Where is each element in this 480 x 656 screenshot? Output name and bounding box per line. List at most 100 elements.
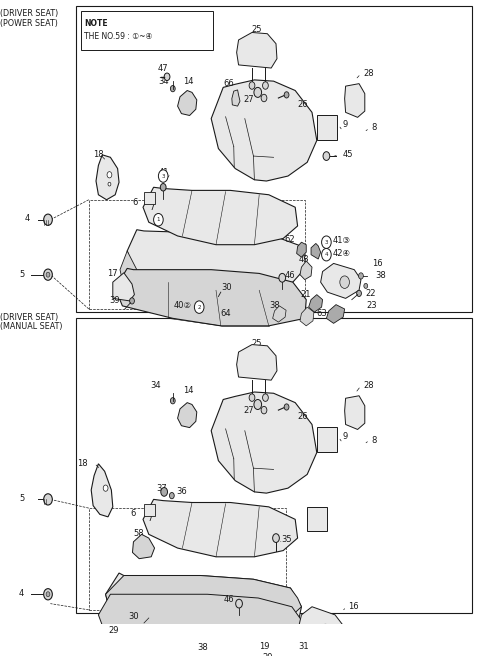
Text: 30: 30 xyxy=(129,611,139,621)
Text: 41: 41 xyxy=(159,169,169,177)
Bar xyxy=(76,318,472,613)
Circle shape xyxy=(291,646,295,651)
Bar xyxy=(81,11,213,50)
Text: 16: 16 xyxy=(372,259,383,268)
Circle shape xyxy=(194,301,204,314)
Circle shape xyxy=(249,82,255,89)
Text: 7: 7 xyxy=(147,514,152,523)
Text: 5: 5 xyxy=(19,270,24,279)
Text: 29: 29 xyxy=(108,626,119,635)
Circle shape xyxy=(170,398,175,404)
Polygon shape xyxy=(120,251,137,287)
Circle shape xyxy=(46,592,50,597)
Circle shape xyxy=(254,87,262,97)
Text: 3: 3 xyxy=(324,239,328,245)
Polygon shape xyxy=(300,261,312,279)
Text: 26: 26 xyxy=(298,413,308,422)
Circle shape xyxy=(315,626,321,634)
Polygon shape xyxy=(113,273,134,301)
Text: 19: 19 xyxy=(259,642,270,651)
Polygon shape xyxy=(106,573,301,634)
Circle shape xyxy=(263,394,268,401)
Text: 9: 9 xyxy=(343,432,348,441)
Circle shape xyxy=(270,655,276,656)
Text: 2: 2 xyxy=(197,304,201,310)
Polygon shape xyxy=(178,403,197,428)
Circle shape xyxy=(263,82,268,89)
Polygon shape xyxy=(273,306,286,322)
Bar xyxy=(144,192,155,204)
Circle shape xyxy=(44,269,52,280)
Polygon shape xyxy=(211,80,317,181)
Bar xyxy=(307,507,327,531)
Text: 27: 27 xyxy=(244,406,254,415)
Circle shape xyxy=(169,493,174,499)
Text: 8: 8 xyxy=(371,123,376,133)
Text: 23: 23 xyxy=(366,301,377,310)
Polygon shape xyxy=(299,607,343,646)
Circle shape xyxy=(107,172,112,178)
Text: 6: 6 xyxy=(133,198,138,207)
Circle shape xyxy=(359,273,363,279)
Text: 34: 34 xyxy=(158,77,168,86)
Text: (DRIVER SEAT): (DRIVER SEAT) xyxy=(0,9,58,18)
Circle shape xyxy=(44,214,52,226)
Text: 24: 24 xyxy=(312,524,323,533)
Polygon shape xyxy=(178,91,197,115)
Circle shape xyxy=(170,85,175,92)
Text: 63: 63 xyxy=(316,309,327,318)
Polygon shape xyxy=(96,155,119,199)
Circle shape xyxy=(164,73,170,81)
Polygon shape xyxy=(143,187,298,245)
Text: 26: 26 xyxy=(298,100,308,110)
Circle shape xyxy=(44,494,52,505)
Circle shape xyxy=(44,588,52,600)
Text: NOTE: NOTE xyxy=(84,18,108,28)
Circle shape xyxy=(340,276,349,289)
Polygon shape xyxy=(143,499,298,557)
Text: 42④: 42④ xyxy=(333,249,351,258)
Circle shape xyxy=(323,152,330,161)
Text: 4: 4 xyxy=(24,214,29,223)
Text: 31: 31 xyxy=(299,642,309,651)
Text: 46: 46 xyxy=(285,272,296,280)
Circle shape xyxy=(279,274,286,282)
Text: 34: 34 xyxy=(151,381,161,390)
Text: 21: 21 xyxy=(300,290,311,299)
Polygon shape xyxy=(124,632,139,651)
Text: 20: 20 xyxy=(263,653,273,656)
Polygon shape xyxy=(127,230,306,290)
Text: 14: 14 xyxy=(183,77,194,86)
Text: 43: 43 xyxy=(299,255,310,264)
Text: 35: 35 xyxy=(281,535,291,544)
Polygon shape xyxy=(132,535,155,559)
Text: 36: 36 xyxy=(177,487,187,497)
Circle shape xyxy=(273,534,279,543)
Circle shape xyxy=(284,404,289,410)
Text: 47: 47 xyxy=(158,64,168,73)
Text: THE NO.59 : ①~④: THE NO.59 : ①~④ xyxy=(84,31,152,41)
Polygon shape xyxy=(98,594,305,652)
Text: 39: 39 xyxy=(109,297,120,306)
Polygon shape xyxy=(311,243,321,259)
Text: 30: 30 xyxy=(222,283,232,292)
Polygon shape xyxy=(237,344,277,380)
Circle shape xyxy=(249,394,255,401)
Circle shape xyxy=(261,406,267,414)
Bar xyxy=(317,115,337,140)
Text: 46: 46 xyxy=(223,595,234,604)
Text: 3: 3 xyxy=(161,174,165,178)
Text: 41③: 41③ xyxy=(333,236,351,245)
Text: 4: 4 xyxy=(19,588,24,598)
Text: 25: 25 xyxy=(252,338,262,348)
Circle shape xyxy=(261,94,267,102)
Text: 4: 4 xyxy=(324,252,328,257)
Polygon shape xyxy=(321,264,361,298)
Text: 8: 8 xyxy=(371,436,376,445)
Polygon shape xyxy=(237,32,277,68)
Circle shape xyxy=(236,599,242,608)
Polygon shape xyxy=(115,268,306,326)
Text: 18: 18 xyxy=(93,150,103,159)
Text: (MANUAL SEAT): (MANUAL SEAT) xyxy=(0,322,62,331)
Circle shape xyxy=(329,626,335,634)
